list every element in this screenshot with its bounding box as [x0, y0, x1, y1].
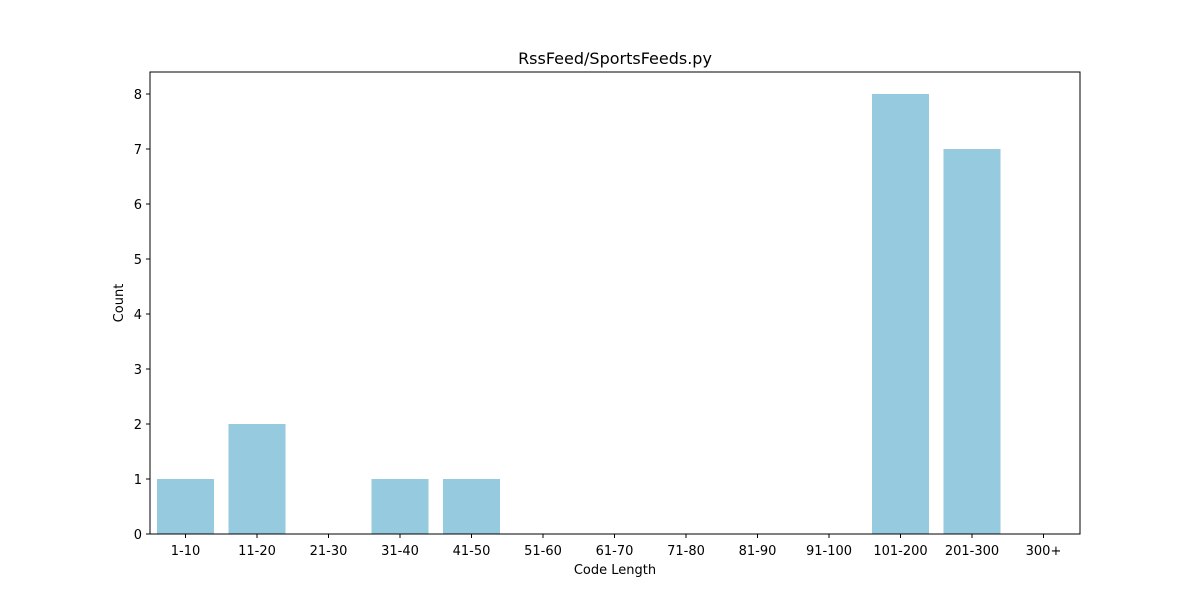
y-tick-label: 5 [134, 253, 142, 268]
x-tick-label: 91-100 [806, 544, 852, 559]
y-axis-ticks: 0 1 2 3 4 5 6 7 8 [134, 88, 150, 543]
bar-101-200 [872, 94, 929, 534]
x-tick-label: 21-30 [310, 544, 348, 559]
x-tick-label: 31-40 [381, 544, 419, 559]
y-tick-label: 7 [134, 143, 142, 158]
x-tick-label: 300+ [1026, 544, 1062, 559]
x-tick-label: 101-200 [873, 544, 927, 559]
bar-41-50 [443, 479, 500, 534]
y-tick-label: 8 [134, 88, 142, 103]
plot-frame [149, 71, 1081, 535]
y-tick-label: 0 [134, 528, 142, 543]
x-tick-label: 11-20 [238, 544, 276, 559]
x-tick-label: 41-50 [453, 544, 491, 559]
x-tick-label: 81-90 [739, 544, 777, 559]
y-tick-label: 1 [134, 473, 142, 488]
y-tick-label: 3 [134, 363, 142, 378]
y-tick-label: 2 [134, 418, 142, 433]
chart-title: RssFeed/SportsFeeds.py [518, 49, 712, 68]
bar-11-20 [228, 424, 286, 534]
y-tick-label: 4 [134, 308, 142, 323]
bar-1-10 [157, 479, 214, 534]
bars-group [157, 94, 1001, 534]
bar-201-300 [943, 149, 1001, 534]
y-axis-label: Count [112, 284, 127, 323]
x-axis-ticks: 1-10 11-20 21-30 31-40 41-50 51-60 61-70 71-80 8… [171, 534, 1062, 559]
bar-31-40 [371, 479, 429, 534]
x-tick-label: 51-60 [524, 544, 562, 559]
x-tick-label: 201-300 [945, 544, 999, 559]
x-tick-label: 61-70 [596, 544, 634, 559]
x-tick-label: 71-80 [667, 544, 705, 559]
y-tick-label: 6 [134, 198, 142, 213]
x-tick-label: 1-10 [171, 544, 201, 559]
x-axis-label: Code Length [574, 563, 656, 578]
